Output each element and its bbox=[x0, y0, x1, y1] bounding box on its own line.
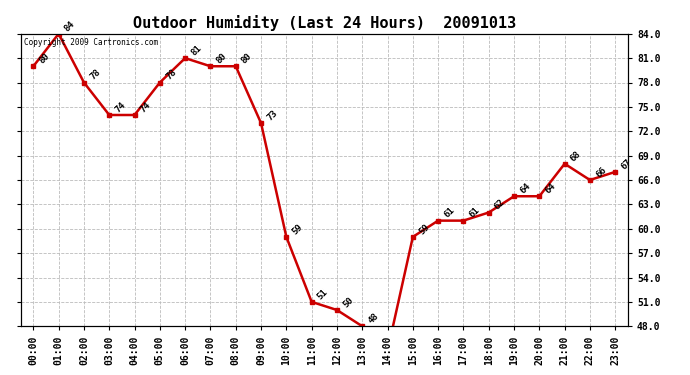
Text: 73: 73 bbox=[265, 108, 279, 122]
Text: 64: 64 bbox=[544, 182, 558, 195]
Text: 80: 80 bbox=[240, 51, 254, 66]
Text: 59: 59 bbox=[417, 222, 431, 236]
Text: 78: 78 bbox=[164, 68, 178, 82]
Title: Outdoor Humidity (Last 24 Hours)  20091013: Outdoor Humidity (Last 24 Hours) 2009101… bbox=[132, 15, 516, 31]
Text: 74: 74 bbox=[139, 100, 152, 114]
Text: 66: 66 bbox=[594, 165, 608, 179]
Text: 78: 78 bbox=[88, 68, 102, 82]
Text: 80: 80 bbox=[215, 51, 228, 66]
Text: 62: 62 bbox=[493, 198, 507, 212]
Text: 67: 67 bbox=[620, 157, 633, 171]
Text: 74: 74 bbox=[113, 100, 128, 114]
Text: 45: 45 bbox=[0, 374, 1, 375]
Text: 84: 84 bbox=[63, 19, 77, 33]
Text: 68: 68 bbox=[569, 149, 583, 163]
Text: 50: 50 bbox=[341, 295, 355, 309]
Text: 48: 48 bbox=[366, 312, 380, 326]
Text: 81: 81 bbox=[189, 44, 204, 57]
Text: 61: 61 bbox=[442, 206, 456, 220]
Text: 61: 61 bbox=[468, 206, 482, 220]
Text: 80: 80 bbox=[37, 51, 52, 66]
Text: 59: 59 bbox=[290, 222, 304, 236]
Text: 64: 64 bbox=[518, 182, 532, 195]
Text: Copyright 2009 Cartronics.com: Copyright 2009 Cartronics.com bbox=[23, 38, 158, 47]
Text: 51: 51 bbox=[316, 287, 330, 301]
